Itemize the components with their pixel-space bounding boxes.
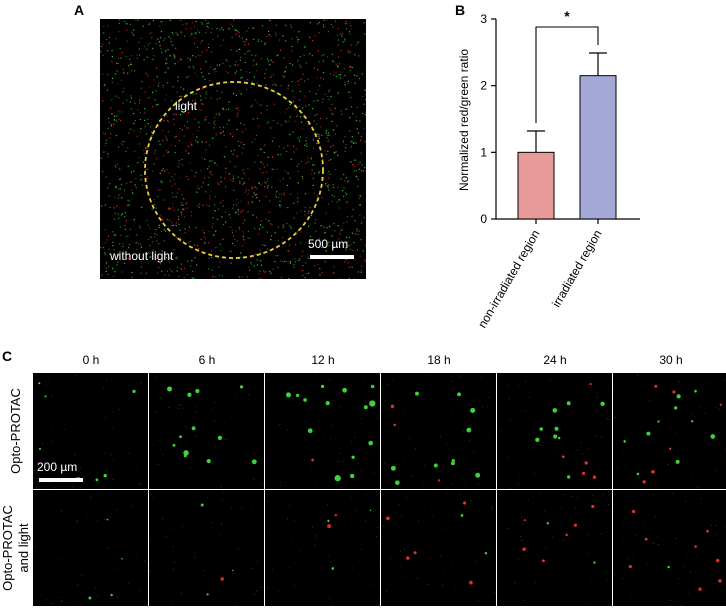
without-light-label: without light (110, 249, 174, 263)
scale-bar-c (39, 478, 83, 482)
cell-dots (34, 374, 148, 489)
time-label: 18 h (427, 353, 451, 367)
cell-dots (266, 495, 380, 606)
scale-bar-a (310, 255, 354, 259)
row-label: Opto-PROTAC and light (0, 505, 31, 591)
scale-label-c: 200 µm (37, 460, 78, 474)
timelapse-image (613, 373, 726, 489)
timelapse-image (265, 373, 380, 489)
time-label: 0 h (82, 353, 100, 367)
bar-non-irradiated (517, 151, 555, 220)
cell-dots (614, 493, 726, 606)
timelapse-image (33, 490, 148, 606)
x-tick-label: non-irradiated region (475, 228, 542, 331)
timelapse-image (149, 490, 264, 606)
cell-dots (149, 490, 262, 606)
y-tick-label: 2 (480, 79, 487, 93)
bar-chart-b: 0 1 2 3 non-irradiated region irradiated regi… (457, 8, 640, 331)
cell-dots (382, 375, 490, 487)
cell-dots (613, 374, 726, 488)
y-tick-label: 1 (480, 145, 487, 159)
timelapse-image: 200 µm (33, 373, 148, 489)
timelapse-image (497, 373, 612, 489)
timelapse-image (381, 373, 496, 489)
y-axis-label: Normalized red/green ratio (457, 49, 471, 191)
cell-dots (507, 490, 610, 606)
cell-dots (265, 373, 380, 488)
panel-a-speckle (100, 19, 366, 279)
cell-dots (499, 379, 612, 489)
scale-label-a: 500 µm (308, 237, 349, 251)
panel-c-letter: C (2, 348, 13, 364)
cell-dots (34, 495, 148, 606)
speckle-dots (100, 19, 366, 279)
light-label: light (175, 99, 198, 113)
time-label: 30 h (659, 353, 683, 367)
bar-irradiated (579, 75, 617, 220)
y-tick-label: 3 (480, 12, 487, 26)
time-label: 24 h (543, 353, 567, 367)
cell-dots (154, 376, 263, 488)
timelapse-image (613, 490, 726, 606)
x-tick-label: irradiated region (549, 228, 604, 310)
significance-bracket (535, 26, 599, 123)
panel-a-image: light without light 500 µm (100, 19, 366, 279)
panel-a-letter: A (74, 2, 85, 18)
row-label: Opto-PROTAC (8, 388, 23, 474)
timelapse-image (381, 490, 496, 606)
timelapse-image (149, 373, 264, 489)
light-region-circle (144, 81, 324, 259)
cell-dots (383, 492, 496, 602)
significance-star: * (564, 8, 570, 24)
panel-b-letter: B (455, 2, 466, 18)
y-tick-label: 0 (480, 212, 487, 226)
timelapse-image (497, 490, 612, 606)
time-label: 6 h (198, 353, 216, 367)
time-label: 12 h (311, 353, 335, 367)
timelapse-image (265, 490, 380, 606)
